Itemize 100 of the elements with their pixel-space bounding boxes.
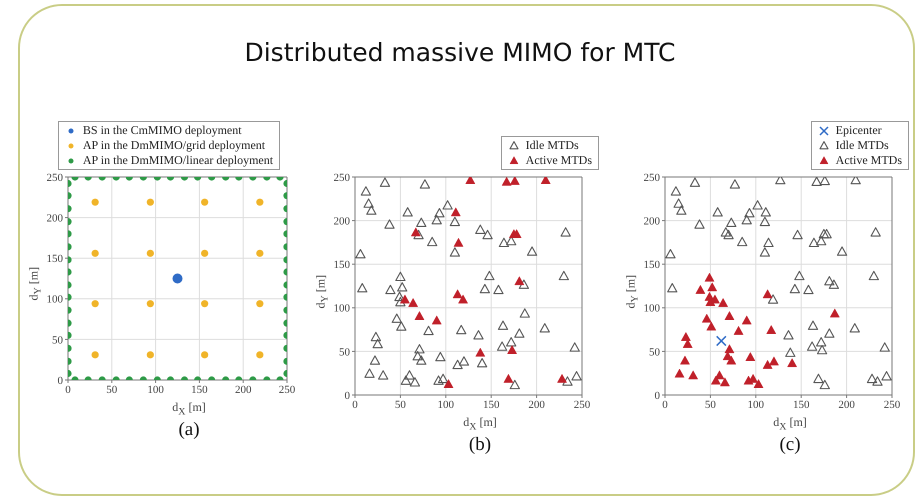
- point: [256, 250, 264, 257]
- point: [704, 272, 714, 282]
- point: [742, 214, 752, 224]
- x-tick-label: 250: [884, 398, 901, 411]
- y-tick-label: 200: [644, 216, 660, 228]
- y-tick-label: 200: [334, 216, 350, 228]
- point: [92, 198, 99, 206]
- x-tick-label: 100: [748, 398, 765, 411]
- point: [768, 294, 778, 304]
- point: [716, 336, 727, 346]
- point: [785, 348, 796, 357]
- point: [256, 198, 264, 206]
- x-tick-label: 0: [352, 398, 358, 411]
- point: [706, 322, 716, 330]
- point: [760, 247, 770, 257]
- point: [454, 238, 464, 247]
- point: [726, 218, 736, 227]
- point: [868, 270, 879, 280]
- point: [787, 358, 797, 368]
- point: [410, 228, 421, 236]
- point: [816, 344, 828, 354]
- x-tick-label: 0: [65, 384, 72, 396]
- point: [665, 249, 676, 258]
- point: [702, 314, 712, 323]
- point: [866, 374, 878, 384]
- x-tick-label: 200: [234, 384, 252, 396]
- point: [681, 332, 691, 341]
- x-tick-label: 50: [394, 398, 406, 411]
- legend-label: Epicenter: [836, 123, 882, 138]
- point: [694, 219, 705, 229]
- point: [674, 368, 684, 378]
- point: [714, 370, 724, 380]
- point: [201, 250, 208, 257]
- point: [762, 360, 772, 369]
- point: [92, 250, 99, 257]
- chart-title: Distributed massive MIMO for MTC: [243, 38, 677, 67]
- point: [676, 205, 686, 215]
- y-tick-label: 250: [334, 172, 350, 184]
- point: [458, 294, 468, 304]
- y-tick-label: 150: [644, 259, 660, 272]
- y-tick-label: 150: [334, 259, 350, 272]
- point: [146, 351, 154, 358]
- point: [762, 289, 772, 298]
- y-tick-label: 250: [46, 172, 64, 184]
- point: [752, 200, 763, 210]
- y-tick-label: 250: [644, 172, 660, 184]
- point: [256, 351, 264, 358]
- point: [507, 345, 517, 354]
- x-tick-label: 0: [662, 398, 668, 411]
- y-tick-label: 150: [46, 253, 64, 266]
- point: [806, 341, 818, 351]
- point: [414, 311, 424, 320]
- legend-label: AP in the DmMIMO/grid deployment: [82, 138, 266, 153]
- point: [830, 308, 840, 318]
- point: [818, 228, 830, 238]
- x-axis-title: d$_{X}$ [m]: [171, 400, 207, 418]
- y-tick-label: 100: [334, 302, 350, 315]
- y-tick-label: 0: [58, 374, 64, 387]
- point: [850, 177, 861, 184]
- point: [724, 344, 734, 354]
- point: [794, 270, 805, 280]
- point: [673, 198, 684, 208]
- point: [504, 374, 514, 383]
- point: [400, 294, 410, 304]
- point: [824, 276, 834, 286]
- legend-label: AP in the DmMIMO/linear deployment: [82, 153, 274, 168]
- y-tick-label: 100: [644, 302, 660, 315]
- x-axis-title: d$_{X}$ [m]: [462, 415, 498, 432]
- point: [766, 325, 776, 334]
- point: [670, 186, 682, 196]
- point: [820, 380, 830, 390]
- point: [737, 236, 748, 246]
- legend-label: BS in the CmMIMO deployment: [82, 123, 242, 138]
- point: [881, 371, 892, 380]
- point: [726, 356, 736, 364]
- point: [512, 229, 522, 238]
- legend-label: Idle MTDs: [836, 138, 889, 153]
- x-tick-label: 200: [838, 398, 856, 411]
- x-tick-label: 250: [574, 398, 591, 411]
- point: [836, 246, 848, 256]
- point: [824, 328, 834, 338]
- point: [808, 320, 818, 330]
- point: [444, 379, 454, 388]
- point: [712, 207, 723, 217]
- point: [872, 376, 883, 386]
- point: [734, 326, 744, 335]
- point: [760, 216, 770, 226]
- point: [820, 177, 830, 186]
- point: [146, 300, 154, 308]
- point: [432, 316, 442, 324]
- legend-label: Active MTDs: [836, 153, 902, 168]
- point: [452, 289, 462, 298]
- y-tick-label: 100: [46, 294, 64, 306]
- point: [450, 207, 461, 216]
- point: [146, 198, 154, 206]
- y-tick-label: 50: [52, 334, 64, 346]
- legend-label: Active MTDs: [526, 153, 592, 168]
- point: [201, 198, 208, 206]
- point: [742, 316, 752, 324]
- point: [688, 370, 698, 380]
